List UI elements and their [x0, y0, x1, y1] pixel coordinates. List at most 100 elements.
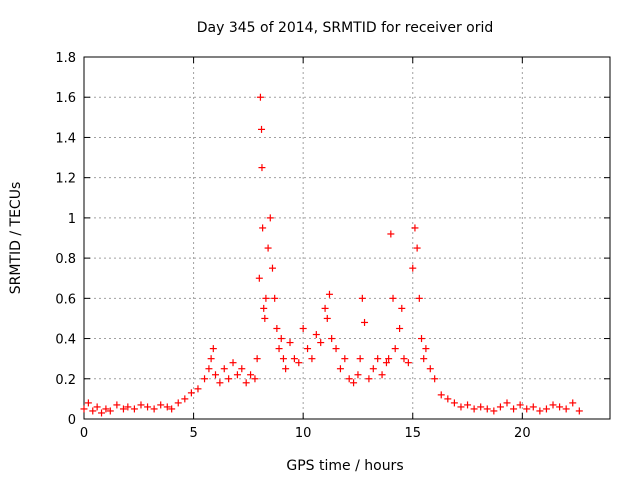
- data-points: [80, 93, 583, 417]
- data-point: [93, 403, 101, 411]
- data-point: [361, 318, 369, 326]
- data-point: [470, 405, 478, 413]
- data-point: [378, 371, 386, 379]
- axis-ticks: 0 0.2 0.4 0.6 0.8 1 1.2 1.4 1.6 1.8 0 5 10 15 20: [55, 51, 610, 441]
- y-tick-label: 1: [68, 212, 76, 227]
- data-point: [273, 325, 281, 332]
- data-point: [542, 405, 550, 413]
- data-point: [510, 405, 518, 413]
- data-point: [308, 355, 316, 363]
- data-point: [98, 409, 106, 417]
- x-tick-label: 20: [514, 426, 531, 441]
- data-point: [418, 335, 426, 343]
- y-tick-label: 1.8: [55, 51, 76, 66]
- data-point: [299, 325, 307, 332]
- data-point: [420, 355, 428, 363]
- data-point: [483, 405, 491, 413]
- data-point: [415, 294, 423, 302]
- data-point: [387, 230, 395, 238]
- data-point: [225, 375, 233, 383]
- data-point: [523, 405, 531, 413]
- data-point: [279, 355, 287, 363]
- plot-frame: [83, 56, 611, 420]
- x-axis-label: GPS time / hours: [286, 458, 403, 474]
- data-point: [575, 407, 583, 415]
- y-tick-label: 1.4: [55, 131, 76, 146]
- data-point: [323, 314, 331, 322]
- data-point: [212, 371, 219, 379]
- data-point: [336, 365, 344, 373]
- data-point: [80, 405, 88, 413]
- data-point: [124, 403, 132, 411]
- data-point: [271, 294, 279, 302]
- data-point: [562, 405, 570, 413]
- data-point: [264, 244, 272, 252]
- data-point: [422, 345, 430, 353]
- grid-lines: [84, 57, 610, 419]
- data-point: [358, 294, 366, 302]
- y-tick-label: 0.6: [55, 292, 76, 307]
- data-point: [256, 93, 264, 101]
- x-tick-label: 15: [404, 426, 421, 441]
- data-point: [84, 399, 92, 407]
- x-tick-label: 5: [189, 426, 197, 441]
- data-point: [201, 375, 209, 383]
- data-point: [295, 359, 303, 367]
- data-point: [268, 264, 276, 272]
- data-point: [258, 125, 266, 133]
- data-point: [194, 385, 202, 393]
- data-point: [247, 371, 255, 379]
- chart-title: Day 345 of 2014, SRMTID for receiver ori…: [197, 20, 494, 36]
- data-point: [444, 395, 452, 403]
- data-point: [312, 331, 320, 339]
- data-point: [549, 401, 557, 409]
- data-point: [457, 403, 465, 411]
- data-point: [400, 355, 408, 363]
- data-point: [345, 375, 353, 383]
- y-tick-label: 0: [68, 413, 76, 428]
- data-point: [365, 375, 373, 383]
- data-point: [255, 274, 263, 282]
- data-point: [261, 314, 269, 322]
- data-point: [341, 355, 349, 363]
- data-point: [529, 403, 537, 411]
- y-tick-label: 0.8: [55, 252, 76, 267]
- data-point: [119, 405, 127, 413]
- data-point: [374, 355, 382, 363]
- data-point: [266, 214, 274, 222]
- data-point: [385, 355, 393, 363]
- data-point: [286, 339, 294, 347]
- data-point: [89, 407, 97, 415]
- data-point: [431, 375, 439, 383]
- data-point: [477, 403, 485, 411]
- data-point: [490, 407, 498, 415]
- data-point: [130, 405, 138, 413]
- data-point: [174, 399, 182, 407]
- data-point: [209, 345, 217, 353]
- data-point: [516, 401, 524, 409]
- y-tick-label: 0.2: [55, 373, 76, 388]
- data-point: [205, 365, 213, 373]
- data-point: [275, 345, 283, 353]
- data-point: [277, 335, 285, 343]
- data-point: [163, 403, 171, 411]
- data-point: [350, 379, 358, 387]
- y-tick-label: 1.2: [55, 172, 76, 187]
- data-point: [317, 339, 325, 347]
- data-point: [207, 355, 215, 363]
- data-point: [404, 359, 412, 367]
- data-point: [187, 389, 195, 397]
- x-tick-label: 10: [295, 426, 312, 441]
- data-point: [168, 405, 176, 413]
- data-point: [106, 407, 114, 415]
- data-point: [411, 224, 419, 232]
- data-point: [409, 264, 417, 272]
- y-tick-label: 0.4: [55, 333, 76, 348]
- data-point: [251, 375, 259, 383]
- data-point: [464, 401, 472, 409]
- data-point: [113, 401, 121, 409]
- data-point: [328, 335, 336, 343]
- y-tick-label: 1.6: [55, 91, 76, 106]
- data-point: [496, 403, 504, 411]
